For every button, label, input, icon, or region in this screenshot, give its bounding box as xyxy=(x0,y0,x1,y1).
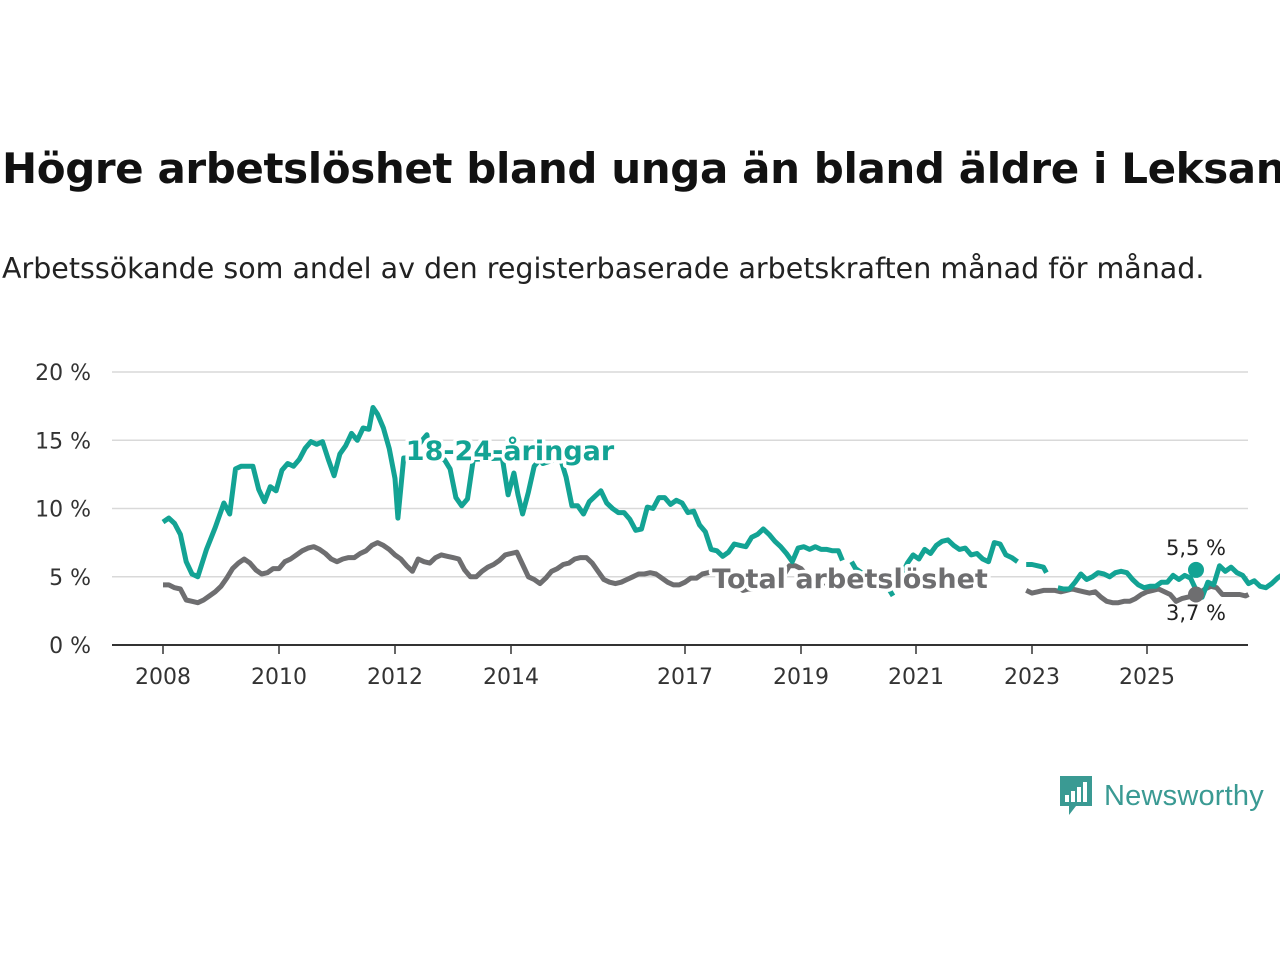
end-marker-total xyxy=(1188,586,1204,603)
chart-subtitle: Arbetssökande som andel av den registerb… xyxy=(2,252,1205,285)
series-line-youth xyxy=(161,405,845,580)
chart-title: Högre arbetslöshet bland unga än bland ä… xyxy=(2,144,1280,193)
line-chart: 0 %5 %10 %15 %20 % 2008 2010 2012 2014 2017 2… xyxy=(35,361,1280,690)
x-tick-label: 2021 xyxy=(888,665,944,690)
brand-name: Newsworthy xyxy=(1104,779,1264,812)
series-line-youth xyxy=(899,537,1019,577)
annotation-youth: 18-24-åringar xyxy=(406,435,615,467)
y-axis-tick-labels: 0 % 5 % 10 % 15 % 20 % xyxy=(35,361,91,659)
series-annotations: 18-24-åringar Total arbetslöshet xyxy=(402,432,991,599)
series-line-youth xyxy=(1057,563,1280,600)
gridlines xyxy=(112,371,1248,578)
newsworthy-logo-icon xyxy=(1060,776,1092,815)
series-line-youth xyxy=(849,560,866,578)
end-label-youth: 5,5 % xyxy=(1166,536,1226,560)
x-tick-label: 2010 xyxy=(251,665,307,690)
y-tick-label: 15 % xyxy=(35,429,91,454)
end-markers: 5,5 % 3,7 % xyxy=(1166,536,1226,625)
x-tick-label: 2019 xyxy=(773,665,829,690)
end-marker-youth xyxy=(1188,561,1204,578)
x-tick-label: 2025 xyxy=(1119,665,1175,690)
x-tick-label: 2023 xyxy=(1004,665,1060,690)
x-axis: 2008 2010 2012 2014 2017 2019 2021 2023 2025 xyxy=(112,644,1248,690)
x-tick-label: 2008 xyxy=(135,665,191,690)
series-line-youth xyxy=(1026,562,1049,574)
series-lines xyxy=(161,405,1280,606)
x-tick-label: 2017 xyxy=(657,665,713,690)
end-label-total: 3,7 % xyxy=(1166,601,1226,625)
x-tick-label: 2012 xyxy=(367,665,423,690)
y-tick-label: 10 % xyxy=(35,498,91,523)
y-tick-label: 20 % xyxy=(35,361,91,386)
annotation-total: Total arbetslöshet xyxy=(712,564,988,595)
series-line-total xyxy=(163,540,826,606)
series-line-youth xyxy=(885,585,896,598)
y-tick-label: 5 % xyxy=(49,566,91,591)
y-tick-label: 0 % xyxy=(49,634,91,659)
brand-logo: Newsworthy xyxy=(1058,772,1264,820)
x-tick-label: 2014 xyxy=(483,665,539,690)
